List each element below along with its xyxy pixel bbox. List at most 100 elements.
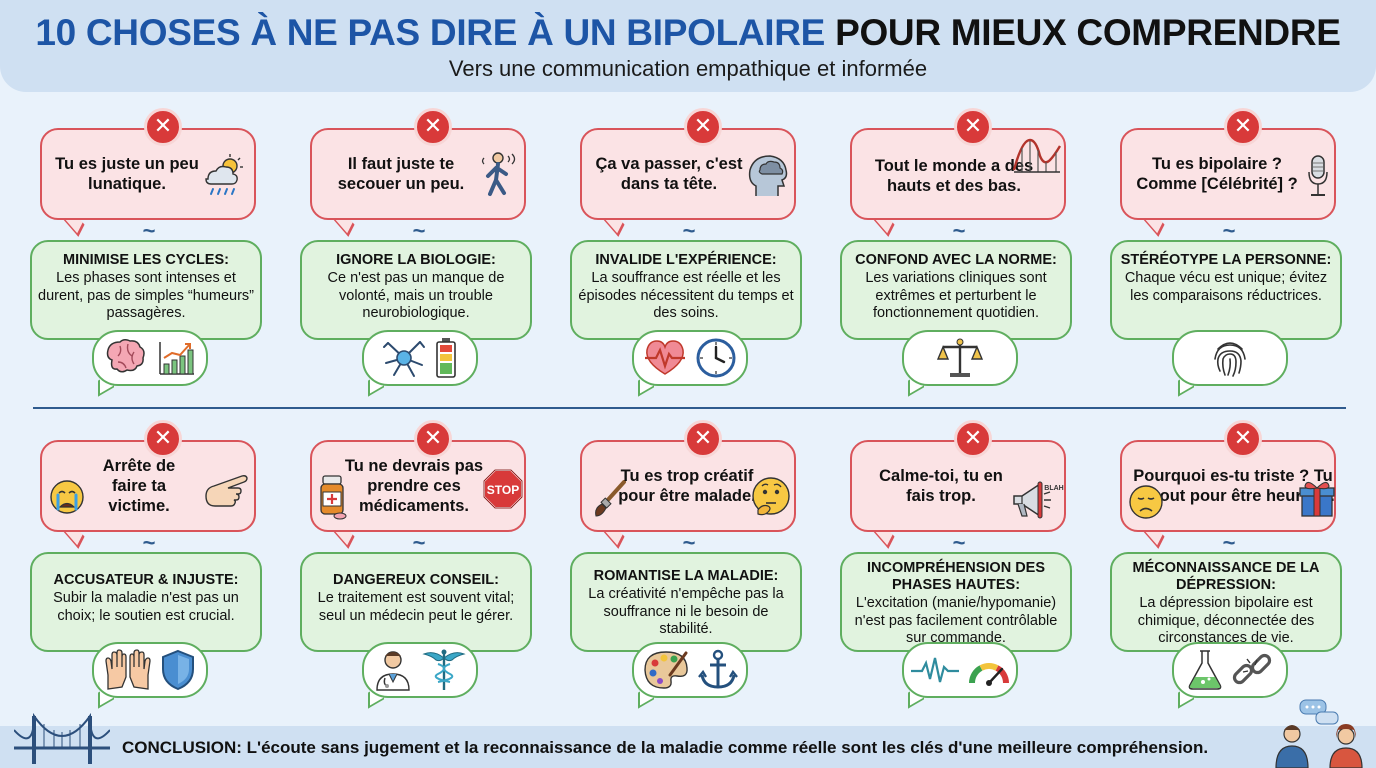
- myth-bubble: Tu es trop créatif pour être malade.: [580, 440, 796, 532]
- card-9: ✕ Calme-toi, tu en fais trop. BLAH ~ INC…: [840, 420, 1086, 710]
- explanation-body: La souffrance est réelle et les épisodes…: [578, 270, 794, 321]
- myth-bubble: Arrête de faire ta victime.: [40, 440, 256, 532]
- stop-sign-icon: STOP: [482, 468, 524, 510]
- myth-bubble: Tu es juste un peu lunatique.: [40, 128, 256, 220]
- shaking-person-icon: [478, 150, 518, 200]
- rollercoaster-icon: [1012, 134, 1062, 174]
- myth-text: Tout le monde a des hauts et des bas.: [874, 157, 1034, 195]
- myth-text: Tu es juste un peu lunatique.: [55, 155, 199, 193]
- explanation-heading: STÉRÉOTYPE LA PERSONNE:: [1120, 252, 1332, 268]
- thinking-face-icon: [750, 476, 792, 518]
- myth-bubble: Pourquoi es-tu triste ? Tu as tout pour …: [1120, 440, 1336, 532]
- page-title: 10 CHOSES À NE PAS DIRE À UN BIPOLAIRE P…: [0, 12, 1376, 54]
- tilde-connector: ~: [952, 218, 966, 243]
- myth-bubble: Calme-toi, tu en fais trop. BLAH: [850, 440, 1066, 532]
- myth-text: Ça va passer, c'est dans ta tête.: [595, 155, 743, 193]
- palette-icon: [642, 649, 690, 691]
- pulse-line-icon: [910, 655, 960, 685]
- explanation-heading: CONFOND AVEC LA NORME:: [855, 252, 1057, 268]
- fingerprint-icon: [1210, 337, 1250, 379]
- x-mark-icon: ✕: [954, 108, 992, 146]
- explanation-bubble: MINIMISE LES CYCLES: Les phases sont int…: [30, 240, 262, 340]
- tilde-connector: ~: [1222, 530, 1236, 555]
- icon-bubble: [1172, 330, 1288, 386]
- bridge-icon: [14, 712, 110, 768]
- title-blue-part: 10 CHOSES À NE PAS DIRE À UN BIPOLAIRE: [35, 12, 826, 53]
- myth-text: Tu es trop créatif pour être malade.: [618, 467, 756, 505]
- megaphone-label: BLAH: [1044, 485, 1063, 492]
- head-cloud-icon: [746, 152, 790, 198]
- conclusion-text: CONCLUSION: L'écoute sans jugement et la…: [122, 738, 1209, 757]
- heartbeat-icon: [643, 338, 687, 378]
- card-6: ✕ Arrête de faire ta victime. ~ ACCUSATE…: [30, 420, 276, 710]
- anchor-icon: [698, 649, 738, 691]
- myth-text: Tu ne devrais pas prendre ces médicament…: [344, 457, 484, 515]
- tilde-connector: ~: [412, 530, 426, 555]
- myth-text: Tu es bipolaire ? Comme [Célébrité] ?: [1136, 155, 1298, 193]
- explanation-heading: DANGEREUX CONSEIL:: [333, 572, 499, 588]
- myth-bubble: Ça va passer, c'est dans ta tête.: [580, 128, 796, 220]
- explanation-bubble: ROMANTISE LA MALADIE: La créativité n'em…: [570, 552, 802, 652]
- weather-icon: [200, 152, 246, 198]
- battery-icon: [434, 337, 458, 379]
- explanation-bubble: INCOMPRÉHENSION DES PHASES HAUTES: L'exc…: [840, 552, 1072, 652]
- card-10: ✕ Pourquoi es-tu triste ? Tu as tout pou…: [1110, 420, 1356, 710]
- card-5: ✕ Tu es bipolaire ? Comme [Célébrité] ? …: [1110, 108, 1356, 398]
- title-black-part: POUR MIEUX COMPRENDRE: [835, 12, 1341, 53]
- card-4: ✕ Tout le monde a des hauts et des bas. …: [840, 108, 1086, 398]
- explanation-bubble: MÉCONNAISSANCE DE LA DÉPRESSION: La dépr…: [1110, 552, 1342, 652]
- explanation-body: Les phases sont intenses et durent, pas …: [38, 270, 254, 321]
- scale-icon: [937, 337, 983, 379]
- explanation-bubble: CONFOND AVEC LA NORME: Les variations cl…: [840, 240, 1072, 340]
- microphone-icon: [1306, 154, 1330, 198]
- header-banner: 10 CHOSES À NE PAS DIRE À UN BIPOLAIRE P…: [0, 0, 1376, 92]
- myth-text: Pourquoi es-tu triste ? Tu as tout pour …: [1131, 467, 1335, 505]
- explanation-body: Les variations cliniques sont extrêmes e…: [865, 270, 1047, 321]
- x-mark-icon: ✕: [414, 108, 452, 146]
- explanation-body: Chaque vécu est unique; évitez les compa…: [1124, 270, 1328, 304]
- explanation-heading: ACCUSATEUR & INJUSTE:: [53, 572, 239, 588]
- x-mark-icon: ✕: [144, 108, 182, 146]
- pill-bottle-icon: [318, 474, 348, 520]
- x-mark-icon: ✕: [1224, 420, 1262, 458]
- tilde-connector: ~: [142, 218, 156, 243]
- explanation-bubble: ACCUSATEUR & INJUSTE: Subir la maladie n…: [30, 552, 262, 652]
- x-mark-icon: ✕: [684, 420, 722, 458]
- myth-bubble: Tout le monde a des hauts et des bas.: [850, 128, 1066, 220]
- myth-text: Calme-toi, tu en fais trop.: [879, 467, 1003, 505]
- x-mark-icon: ✕: [954, 420, 992, 458]
- tilde-connector: ~: [682, 218, 696, 243]
- icon-bubble: [632, 330, 748, 386]
- card-1: ✕ Tu es juste un peu lunatique. ~ MINIMI…: [30, 108, 276, 398]
- explanation-heading: MINIMISE LES CYCLES:: [63, 252, 229, 268]
- sad-face-icon: [1128, 484, 1164, 520]
- doctor-icon: [373, 648, 413, 692]
- explanation-body: L'excitation (manie/hypomanie) n'est pas…: [854, 595, 1058, 646]
- explanation-body: Ce n'est pas un manque de volonté, mais …: [327, 270, 505, 321]
- crying-face-icon: [48, 478, 86, 516]
- clock-icon: [695, 337, 737, 379]
- megaphone-icon: BLAH: [1010, 478, 1066, 524]
- icon-bubble: [902, 642, 1018, 698]
- explanation-heading: IGNORE LA BIOLOGIE:: [336, 252, 496, 268]
- tilde-connector: ~: [952, 530, 966, 555]
- open-hands-icon: [104, 649, 152, 691]
- tilde-connector: ~: [412, 218, 426, 243]
- caduceus-icon: [421, 648, 467, 692]
- tilde-connector: ~: [1222, 218, 1236, 243]
- explanation-bubble: INVALIDE L'EXPÉRIENCE: La souffrance est…: [570, 240, 802, 340]
- explanation-heading: ROMANTISE LA MALADIE:: [593, 568, 779, 584]
- icon-bubble: [362, 330, 478, 386]
- icon-bubble: [632, 642, 748, 698]
- paintbrush-icon: [592, 478, 628, 518]
- card-8: ✕ Tu es trop créatif pour être malade. ~…: [570, 420, 816, 710]
- explanation-body: La dépression bipolaire est chimique, dé…: [1137, 595, 1315, 646]
- row-divider: [33, 407, 1346, 409]
- myth-text: Il faut juste te secouer un peu.: [337, 155, 465, 193]
- myth-bubble: Tu ne devrais pas prendre ces médicament…: [310, 440, 526, 532]
- explanation-body: La créativité n'empêche pas la souffranc…: [588, 586, 784, 637]
- card-7: ✕ Tu ne devrais pas prendre ces médicame…: [300, 420, 546, 710]
- explanation-bubble: DANGEREUX CONSEIL: Le traitement est sou…: [300, 552, 532, 652]
- explanation-heading: INVALIDE L'EXPÉRIENCE:: [595, 252, 777, 268]
- broken-chain-icon: [1231, 649, 1273, 691]
